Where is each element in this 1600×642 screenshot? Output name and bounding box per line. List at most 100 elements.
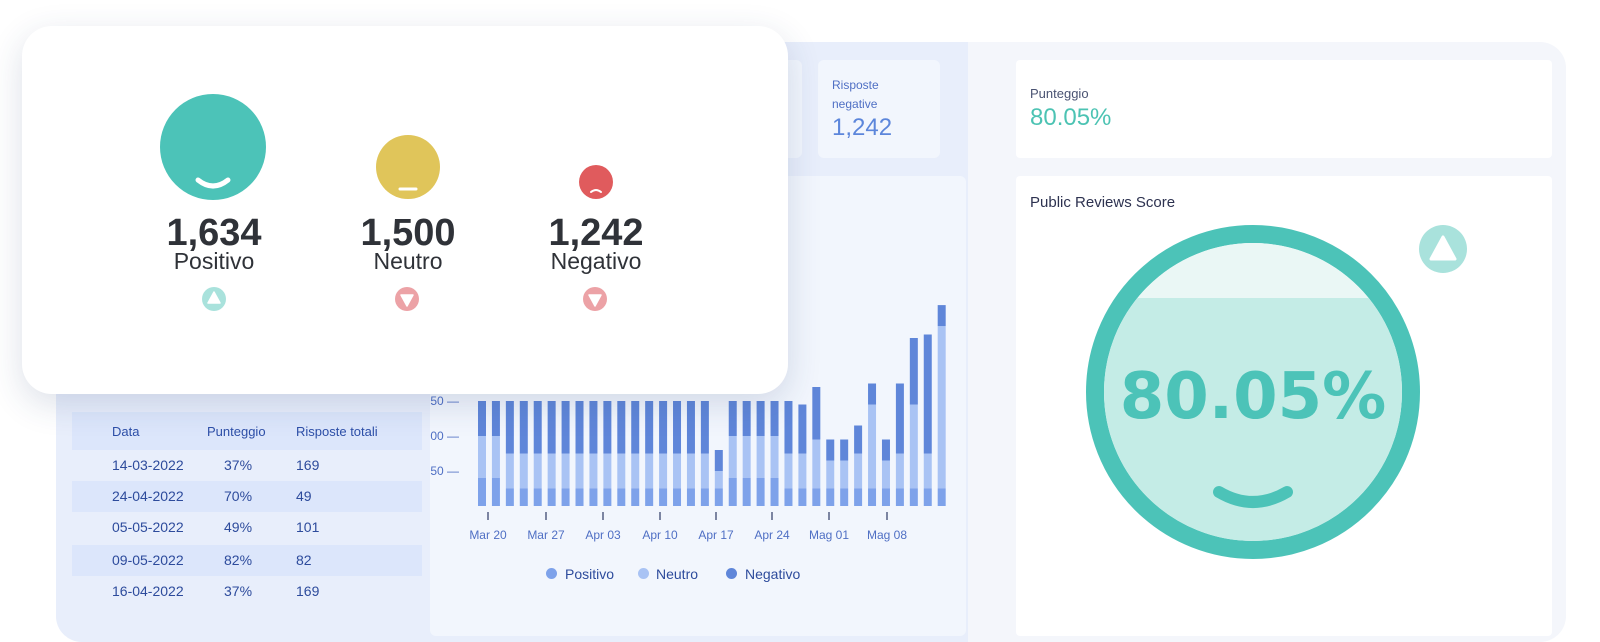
bar-segment-positivo bbox=[854, 488, 863, 506]
col-header-punteggio: Punteggio bbox=[207, 424, 266, 439]
bar-segment-neutro bbox=[631, 453, 640, 489]
bar-segment-negativo bbox=[645, 401, 654, 454]
bar-segment-negativo bbox=[519, 401, 528, 454]
bar-segment-neutro bbox=[798, 453, 807, 489]
bar-segment-positivo bbox=[491, 478, 500, 506]
bar-segment-positivo bbox=[826, 488, 835, 506]
bar-segment-positivo bbox=[909, 488, 918, 506]
table-row: 09-05-2022 82% 82 bbox=[72, 545, 422, 576]
bar-segment-negativo bbox=[533, 401, 542, 454]
legend-dot-neutro bbox=[638, 568, 649, 579]
bar-segment-negativo bbox=[631, 401, 640, 454]
bar-segment-positivo bbox=[589, 488, 598, 506]
bar-segment-neutro bbox=[659, 453, 668, 489]
gauge-value: 80.05% bbox=[1119, 360, 1387, 434]
bar-segment-positivo bbox=[533, 488, 542, 506]
bar-segment-positivo bbox=[519, 488, 528, 506]
bar-segment-positivo bbox=[868, 488, 877, 506]
bar-segment-neutro bbox=[478, 436, 486, 478]
col-header-data: Data bbox=[112, 424, 140, 439]
bar-segment-positivo bbox=[603, 488, 612, 506]
bar-segment-positivo bbox=[812, 488, 821, 506]
bar-segment-negativo bbox=[491, 401, 500, 436]
bar-segment-negativo bbox=[868, 383, 877, 405]
bar-segment-negativo bbox=[909, 338, 918, 405]
bar-segment-negativo bbox=[770, 401, 779, 436]
y-tick-label: 100 — bbox=[430, 429, 459, 443]
bar-segment-neutro bbox=[645, 453, 654, 489]
table-row: 24-04-2022 70% 49 bbox=[72, 481, 422, 512]
bar-segment-neutro bbox=[603, 453, 612, 489]
bar-segment-positivo bbox=[645, 488, 654, 506]
x-tick-label: Mar 20 bbox=[469, 528, 507, 542]
bar-segment-positivo bbox=[617, 488, 626, 506]
bar-segment-positivo bbox=[714, 488, 723, 506]
bar-segment-negativo bbox=[826, 439, 835, 461]
bar-segment-neutro bbox=[854, 453, 863, 489]
sentiment-faces bbox=[160, 94, 613, 311]
bar-segment-neutro bbox=[895, 453, 904, 489]
bar-segment-negativo bbox=[673, 401, 682, 454]
bar-segment-positivo bbox=[659, 488, 668, 506]
bar-segment-positivo bbox=[937, 488, 946, 506]
bar-segment-positivo bbox=[700, 488, 709, 506]
bar-segment-neutro bbox=[812, 439, 821, 489]
bar-segment-negativo bbox=[617, 401, 626, 454]
bar-segment-positivo bbox=[631, 488, 640, 506]
happy-face-icon bbox=[160, 94, 266, 200]
bar-segment-positivo bbox=[756, 478, 765, 506]
bar-segment-positivo bbox=[742, 478, 751, 506]
bar-segment-neutro bbox=[519, 453, 528, 489]
bar-segment-neutro bbox=[742, 436, 751, 478]
public-reviews-title: Public Reviews Score bbox=[1030, 194, 1176, 211]
bar-segment-neutro bbox=[561, 453, 570, 489]
x-tick-label: Apr 03 bbox=[585, 528, 621, 542]
table-row: 05-05-2022 49% 101 bbox=[112, 519, 320, 535]
bar-segment-negativo bbox=[840, 439, 849, 461]
y-tick-label: 50 — bbox=[430, 464, 459, 478]
bar-segment-negativo bbox=[742, 401, 751, 436]
x-tick-label: Apr 17 bbox=[698, 528, 734, 542]
legend-dot-negativo bbox=[726, 568, 737, 579]
bar-segment-neutro bbox=[840, 460, 849, 489]
bar-segment-neutro bbox=[826, 460, 835, 489]
bar-segment-negativo bbox=[895, 383, 904, 454]
bar-segment-negativo bbox=[937, 305, 946, 327]
bar-segment-neutro bbox=[770, 436, 779, 478]
bar-segment-neutro bbox=[728, 436, 737, 478]
bar-segment-negativo bbox=[589, 401, 598, 454]
bar-segment-positivo bbox=[673, 488, 682, 506]
bar-segment-negativo bbox=[812, 387, 821, 440]
bar-segment-positivo bbox=[923, 488, 932, 506]
legend-label-neutro: Neutro bbox=[656, 566, 699, 582]
bar-segment-negativo bbox=[686, 401, 695, 454]
bar-segment-positivo bbox=[478, 478, 486, 506]
bar-segment-neutro bbox=[700, 453, 709, 489]
bar-segment-neutro bbox=[868, 404, 877, 489]
bar-segment-neutro bbox=[491, 436, 500, 478]
bar-segment-negativo bbox=[756, 401, 765, 436]
bar-segment-negativo bbox=[505, 401, 514, 454]
bar-segment-negativo bbox=[547, 401, 556, 454]
bar-segment-positivo bbox=[840, 488, 849, 506]
bar-segment-negativo bbox=[700, 401, 709, 454]
score-card: Punteggio 80.05% bbox=[1016, 60, 1552, 158]
bar-segment-positivo bbox=[505, 488, 514, 506]
x-tick-label: Mar 27 bbox=[527, 528, 565, 542]
table-header-row: Data Punteggio Risposte totali bbox=[72, 412, 422, 450]
neutral-label: Neutro bbox=[373, 248, 443, 274]
bar-segment-positivo bbox=[881, 488, 890, 506]
bar-segment-negativo bbox=[714, 450, 723, 471]
bar-segment-negativo bbox=[478, 401, 486, 436]
table-row: 16-04-2022 37% 169 bbox=[112, 583, 320, 599]
bar-segment-positivo bbox=[784, 488, 793, 506]
score-value: 80.05% bbox=[1030, 104, 1112, 131]
bar-segment-neutro bbox=[923, 453, 932, 489]
bar-segment-positivo bbox=[798, 488, 807, 506]
bar-segment-neutro bbox=[686, 453, 695, 489]
x-tick-label: Mag 08 bbox=[867, 528, 907, 542]
legend-label-positivo: Positivo bbox=[565, 566, 615, 582]
bar-segment-negativo bbox=[603, 401, 612, 454]
responses-bar-chart: 50 — 100 — 150 — Mar 20 Mar 27 Apr 03 Apr 10 Ap… bbox=[430, 305, 946, 542]
kpi-label: Risposte negative bbox=[832, 78, 879, 111]
